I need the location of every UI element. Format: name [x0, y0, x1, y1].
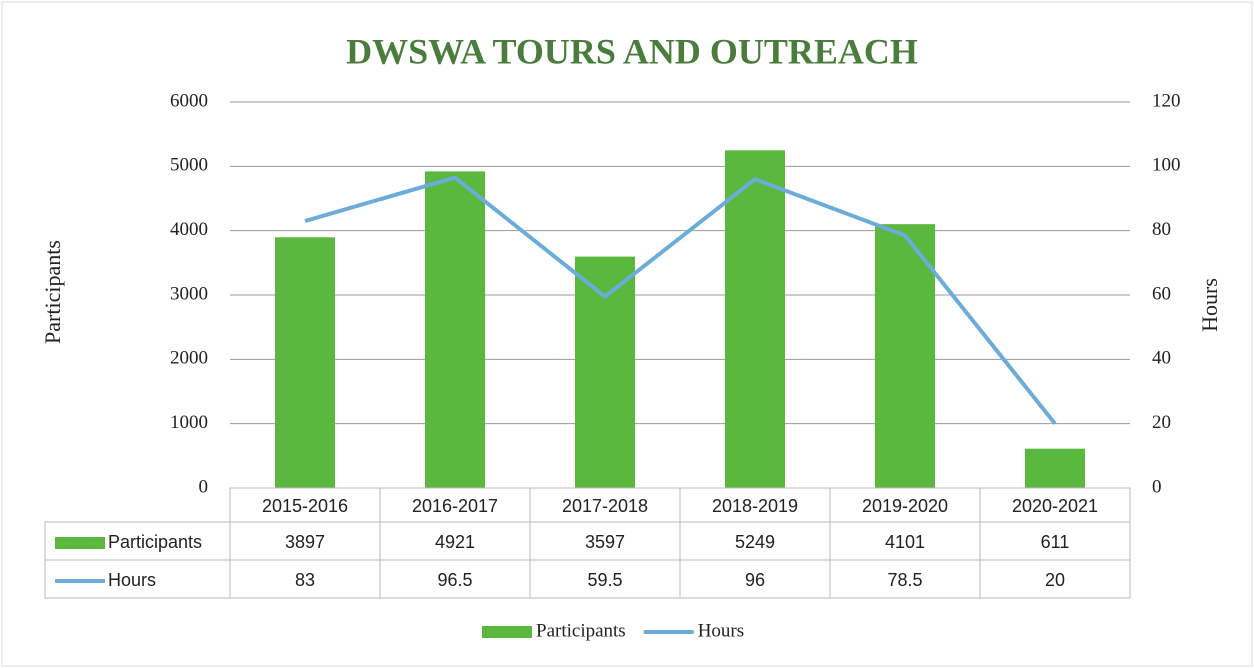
x-tick-label: 2017-2018 — [562, 496, 648, 516]
bar — [425, 171, 485, 489]
legend-key — [482, 626, 532, 638]
bar — [275, 237, 335, 488]
x-tick-label: 2016-2017 — [412, 496, 498, 516]
table-value: 96.5 — [437, 570, 472, 590]
table-value: 59.5 — [587, 570, 622, 590]
y2-tick-label: 80 — [1152, 219, 1171, 240]
y-tick-label: 6000 — [170, 90, 208, 111]
x-tick-label: 2018-2019 — [712, 496, 798, 516]
table-value: 20 — [1045, 570, 1065, 590]
x-tick-label: 2020-2021 — [1012, 496, 1098, 516]
y2-tick-label: 60 — [1152, 283, 1171, 304]
table-value: 3897 — [285, 532, 325, 552]
y-tick-label: 0 — [199, 476, 209, 497]
x-tick-label: 2019-2020 — [862, 496, 948, 516]
y2-axis-label: Hours — [1197, 278, 1222, 332]
bar — [725, 150, 785, 488]
legend-label: Hours — [698, 620, 744, 641]
chart-title: DWSWA TOURS AND OUTREACH — [346, 31, 918, 71]
y-axis-label: Participants — [40, 240, 65, 344]
y-tick-label: 5000 — [170, 155, 208, 176]
table-value: 83 — [295, 570, 315, 590]
bar — [1025, 448, 1085, 488]
table-value: 96 — [745, 570, 765, 590]
y-tick-label: 4000 — [170, 219, 208, 240]
table-value: 5249 — [735, 532, 775, 552]
line-series — [304, 175, 1057, 425]
table-value: 3597 — [585, 532, 625, 552]
table-value: 4921 — [435, 532, 475, 552]
y-tick-label: 1000 — [170, 412, 208, 433]
table-value: 611 — [1041, 532, 1070, 552]
legend-label: Participants — [536, 620, 626, 641]
y2-tick-label: 20 — [1152, 412, 1171, 433]
table-cell — [979, 559, 1131, 599]
table-value: 4101 — [885, 532, 925, 552]
table-row-label: Participants — [108, 532, 202, 552]
y2-tick-label: 0 — [1152, 476, 1162, 497]
x-tick-label: 2015-2016 — [262, 496, 348, 516]
table-row-label: Hours — [108, 570, 156, 590]
y2-tick-label: 120 — [1152, 90, 1181, 111]
y2-tick-label: 100 — [1152, 155, 1181, 176]
table-value: 78.5 — [887, 570, 922, 590]
y2-tick-label: 40 — [1152, 348, 1171, 369]
bar — [575, 256, 635, 488]
table-legend-key — [55, 537, 105, 549]
bar — [875, 224, 935, 488]
y-tick-label: 2000 — [170, 348, 208, 369]
y-tick-label: 3000 — [170, 283, 208, 304]
